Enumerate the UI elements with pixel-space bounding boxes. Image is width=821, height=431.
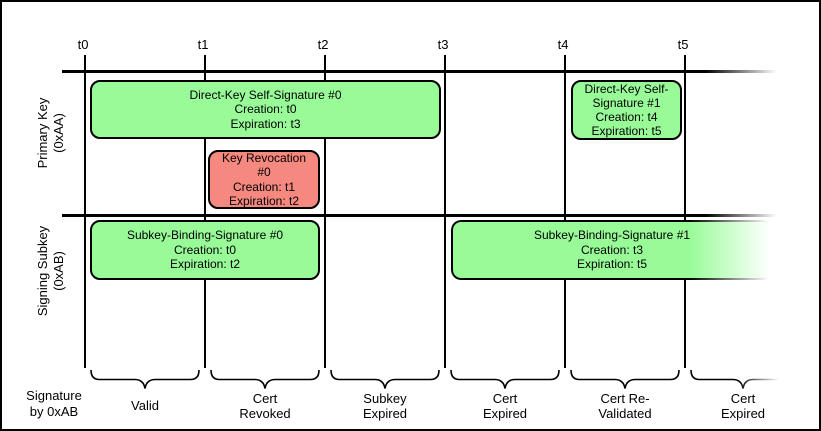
subkey-binding-signature-0-box: Subkey-Binding-Signature #0 Creation: t0… xyxy=(90,220,320,280)
box-title: Subkey-Binding-Signature #1 xyxy=(533,228,691,243)
period-label-valid: Valid xyxy=(131,398,159,414)
box-creation: Creation: t4 xyxy=(595,110,658,124)
box-expiration: Expiration: t2 xyxy=(169,257,241,272)
box-creation: Creation: t1 xyxy=(232,179,296,194)
tick-label-t4: t4 xyxy=(557,37,569,52)
box-expiration: Expiration: t2 xyxy=(228,194,300,208)
box-expiration: Expiration: t5 xyxy=(576,257,648,272)
box-creation: Creation: t0 xyxy=(234,102,297,117)
signing-subkey-timeline xyxy=(62,214,777,217)
primary-key-row-label: Primary Key (0xAA) xyxy=(35,97,66,169)
box-title: Key Revocation #0 xyxy=(221,150,307,180)
box-title: Direct-Key Self-Signature #1 xyxy=(584,82,669,110)
gridline-t3 xyxy=(443,55,447,368)
period-brace-subkey-expired xyxy=(330,369,440,389)
primary-key-timeline xyxy=(62,70,777,73)
gridline-t0 xyxy=(83,55,87,368)
gridline-t2 xyxy=(323,55,327,368)
gridline-t4 xyxy=(563,55,567,368)
direct-key-self-signature-0-box: Direct-Key Self-Signature #0 Creation: t… xyxy=(90,80,441,139)
period-label-subkey-expired: Subkey Expired xyxy=(362,390,408,422)
direct-key-self-signature-1-box: Direct-Key Self-Signature #1 Creation: t… xyxy=(571,80,682,140)
key-revocation-0-box: Key Revocation #0 Creation: t1 Expiratio… xyxy=(208,150,320,209)
tick-label-t5: t5 xyxy=(677,37,689,52)
box-title: Subkey-Binding-Signature #0 xyxy=(126,228,284,243)
box-expiration: Expiration: t3 xyxy=(230,116,301,131)
period-brace-cert-revalidated xyxy=(570,369,680,389)
period-label-cert-revalidated: Cert Re- Validated xyxy=(598,390,652,422)
box-creation: Creation: t3 xyxy=(580,242,644,257)
period-label-cert-expired-2: Cert Expired xyxy=(720,390,766,422)
tick-label-t1: t1 xyxy=(197,37,209,52)
period-brace-cert-expired-2 xyxy=(690,369,796,389)
box-expiration: Expiration: t5 xyxy=(591,124,662,138)
period-brace-cert-expired-1 xyxy=(450,369,560,389)
tick-label-t0: t0 xyxy=(77,37,89,52)
tick-label-t2: t2 xyxy=(317,37,329,52)
box-creation: Creation: t0 xyxy=(173,242,237,257)
gridline-t5 xyxy=(683,55,687,368)
period-label-cert-expired-1: Cert Expired xyxy=(482,390,528,422)
gridline-t1 xyxy=(203,55,207,368)
subkey-binding-signature-1-box: Subkey-Binding-Signature #1 Creation: t3… xyxy=(451,220,773,280)
period-brace-cert-revoked xyxy=(210,369,320,389)
signing-subkey-row-label: Signing Subkey (0xAB) xyxy=(35,225,66,317)
period-brace-valid xyxy=(90,369,200,389)
box-title: Direct-Key Self-Signature #0 xyxy=(189,87,342,102)
signature-by-axis-label: Signature by 0xAB xyxy=(26,388,82,419)
period-label-cert-revoked: Cert Revoked xyxy=(239,390,291,422)
tick-label-t3: t3 xyxy=(437,37,449,52)
